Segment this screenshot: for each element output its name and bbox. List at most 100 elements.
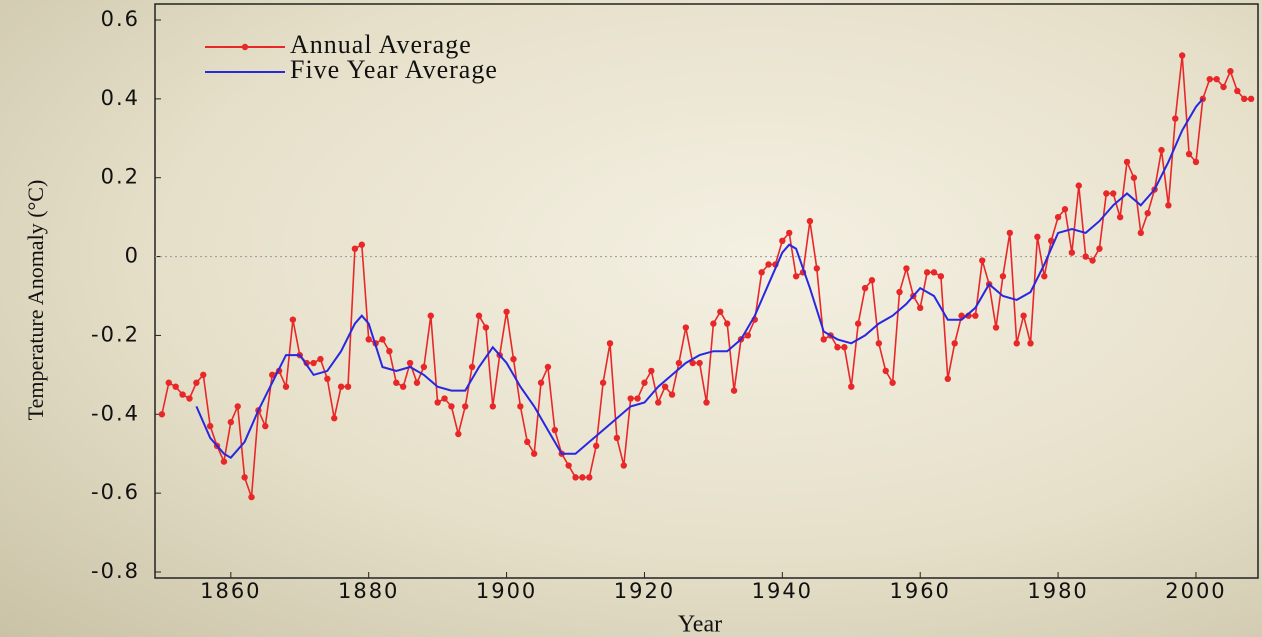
data-point	[524, 438, 531, 446]
data-point	[786, 229, 793, 237]
data-point	[358, 241, 366, 248]
data-point	[599, 379, 607, 386]
y-tick-label: -0.6	[91, 480, 140, 504]
plot-frame	[154, 3, 1259, 579]
y-tick-label: 0.2	[101, 165, 140, 189]
data-point	[744, 332, 752, 339]
data-point	[937, 273, 945, 280]
data-point	[310, 359, 317, 367]
data-point	[682, 324, 690, 331]
data-point	[544, 363, 552, 371]
data-point	[841, 344, 848, 351]
data-point	[1027, 340, 1034, 347]
data-point	[648, 367, 655, 375]
data-point	[455, 430, 462, 438]
data-point	[834, 344, 841, 351]
data-point	[820, 336, 827, 343]
data-point	[1137, 229, 1145, 237]
data-point	[344, 383, 352, 390]
data-point	[1103, 190, 1110, 197]
data-point	[462, 403, 469, 410]
data-point	[1192, 158, 1200, 166]
data-point	[1130, 174, 1138, 181]
data-point	[565, 462, 572, 469]
data-point	[331, 415, 338, 422]
x-tick-label: 1900	[476, 579, 537, 603]
data-point	[1047, 237, 1055, 244]
data-point	[1116, 213, 1124, 221]
data-point	[289, 316, 297, 323]
y-tick-label: -0.4	[91, 401, 140, 425]
data-point	[882, 367, 889, 375]
series-line	[161, 55, 1252, 498]
data-point	[572, 474, 579, 481]
data-point	[158, 411, 166, 418]
data-point	[999, 273, 1007, 280]
data-point	[475, 312, 483, 319]
legend-marker	[241, 43, 249, 51]
data-point	[537, 379, 545, 386]
data-point	[434, 399, 441, 406]
data-point	[586, 474, 593, 481]
data-point	[441, 395, 448, 402]
data-point	[1144, 210, 1151, 217]
data-point	[268, 371, 276, 379]
data-point	[579, 474, 586, 481]
data-point	[448, 403, 455, 410]
x-tick-label: 1960	[889, 579, 950, 603]
data-point	[1123, 158, 1131, 166]
data-point	[1234, 87, 1241, 95]
data-point	[1172, 115, 1179, 122]
data-point	[351, 245, 359, 252]
y-tick-label: 0.4	[101, 86, 140, 110]
data-point	[613, 434, 621, 442]
x-tick-label: 1940	[752, 579, 813, 603]
data-point	[1158, 146, 1165, 154]
data-point	[179, 391, 186, 398]
data-point	[186, 395, 193, 402]
data-point	[593, 442, 600, 450]
data-point	[510, 355, 517, 363]
y-tick-label: 0.6	[101, 7, 140, 31]
data-point	[1013, 340, 1020, 347]
y-tick-label: -0.2	[91, 322, 140, 346]
data-point	[1178, 52, 1186, 59]
data-point	[765, 261, 772, 268]
data-point	[420, 363, 428, 371]
data-point	[227, 418, 235, 426]
data-point	[379, 336, 386, 343]
data-point	[1034, 233, 1041, 241]
data-point	[627, 395, 634, 402]
data-point	[172, 383, 179, 390]
data-point	[1020, 312, 1027, 319]
data-point	[165, 379, 172, 386]
data-point	[620, 462, 627, 469]
data-point	[1068, 249, 1076, 256]
data-point	[606, 340, 614, 347]
data-point	[758, 269, 765, 276]
data-point	[206, 422, 214, 430]
data-point	[1206, 75, 1213, 83]
data-point	[979, 257, 986, 264]
data-point	[1075, 182, 1082, 189]
data-point	[1185, 150, 1193, 158]
data-point	[848, 383, 855, 390]
data-point	[1089, 257, 1096, 264]
data-point	[234, 403, 241, 410]
data-point	[944, 375, 951, 382]
data-point	[634, 395, 641, 402]
data-point	[1096, 245, 1103, 252]
legend-label: Five Year Average	[290, 55, 498, 84]
data-point	[806, 217, 814, 225]
data-point	[661, 383, 669, 390]
data-point	[930, 269, 938, 276]
data-point	[413, 379, 421, 386]
data-point	[1082, 253, 1089, 260]
x-tick-label: 1980	[1027, 579, 1088, 603]
data-point	[696, 359, 703, 367]
data-point	[503, 308, 510, 315]
data-point	[917, 304, 924, 312]
data-point	[875, 340, 883, 347]
x-tick-label: 1880	[338, 579, 399, 603]
